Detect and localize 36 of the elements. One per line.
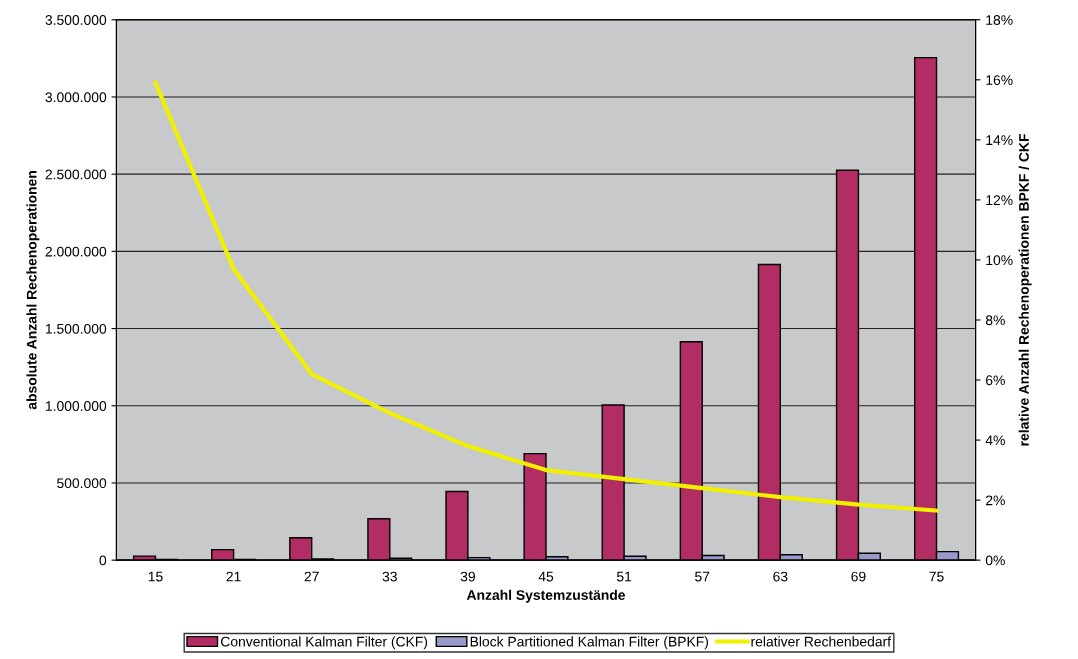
y2-tick-label: 6% (986, 375, 1005, 386)
x-tick-label: 27 (304, 571, 319, 582)
legend-label: Block Partitioned Kalman Filter (BPKF) (470, 636, 709, 650)
y2-tick-label: 14% (986, 135, 1013, 145)
y2-tick-label: 8% (985, 315, 1005, 326)
x-tick-label: 63 (773, 571, 788, 582)
y2-tick-label: 18% (986, 15, 1013, 25)
x-tick-label: 15 (148, 571, 163, 582)
y-tick-label: 2.500.000 (45, 169, 107, 180)
y-tick-label: 3.500.000 (45, 15, 107, 25)
y2-axis-title: relative Anzahl Rechenoperationen BPKF / CKF (1018, 134, 1032, 446)
y-tick-label: 2.000.000 (45, 246, 107, 257)
y2-tick-label: 16% (986, 75, 1013, 85)
legend-label: relativer Rechenbedarf (751, 636, 892, 647)
y-tick-label: 1.000.000 (45, 401, 107, 411)
y2-tick-label: 0% (985, 555, 1005, 566)
x-tick-label: 45 (538, 571, 554, 582)
y-tick-label: 1.500.000 (45, 323, 107, 334)
x-tick-label: 75 (929, 571, 944, 582)
y2-tick-label: 4% (985, 435, 1005, 446)
line-series (153, 80, 939, 513)
x-axis-title: Anzahl Systemzustände (466, 589, 626, 603)
x-tick-label: 69 (851, 571, 866, 582)
y-tick-label: 500.000 (57, 478, 107, 489)
x-tick-label: 21 (226, 571, 241, 582)
x-tick-label: 39 (460, 571, 475, 582)
y-tick-label: 3.000.000 (45, 92, 107, 103)
legend-label: Conventional Kalman Filter (CKF) (221, 636, 428, 650)
y-tick-label: 0 (99, 555, 107, 566)
y-axis-title: absolute Anzahl Rechenoperationen (26, 171, 40, 410)
y2-tick-label: 10% (986, 255, 1013, 266)
x-tick-label: 51 (616, 571, 632, 582)
x-tick-label: 57 (695, 571, 710, 582)
y2-tick-label: 2% (986, 495, 1005, 506)
y2-tick-label: 12% (986, 195, 1013, 206)
x-tick-label: 33 (382, 571, 397, 582)
